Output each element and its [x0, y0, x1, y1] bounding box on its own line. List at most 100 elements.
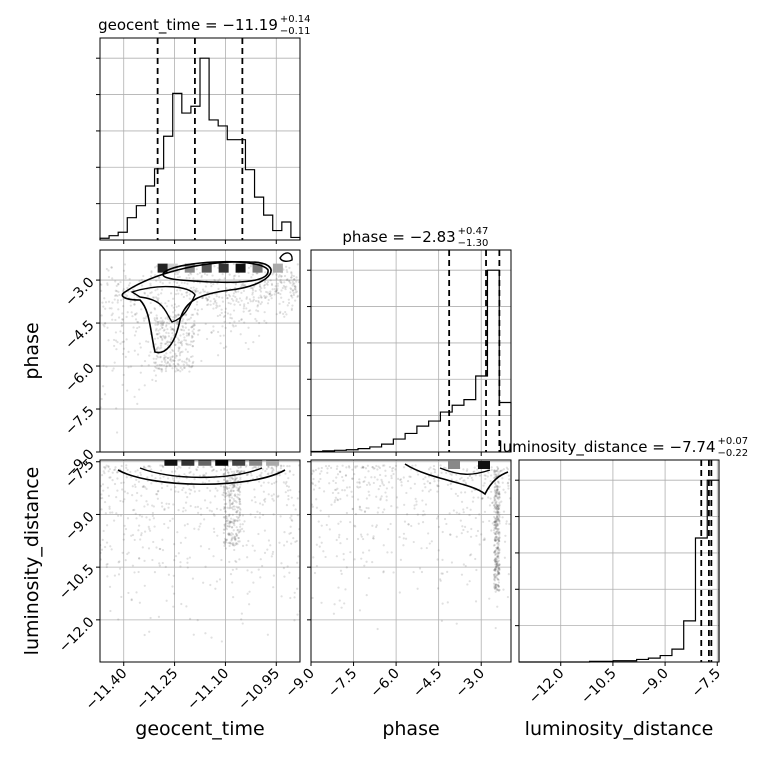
- sample-point: [234, 537, 237, 541]
- sample-point: [497, 585, 501, 588]
- sample-point: [157, 276, 160, 279]
- sample-point: [173, 303, 177, 306]
- sample-point: [107, 470, 110, 473]
- sample-point: [250, 276, 253, 279]
- sample-point: [494, 536, 497, 539]
- sample-point: [237, 487, 241, 491]
- sample-point: [280, 275, 283, 278]
- sample-point: [258, 516, 261, 519]
- sample-point: [271, 550, 275, 554]
- sample-point: [232, 262, 235, 266]
- sample-point: [295, 539, 298, 543]
- sample-point: [148, 464, 151, 468]
- sample-point: [267, 472, 270, 475]
- sample-point: [293, 288, 296, 291]
- sample-point: [494, 519, 497, 523]
- sample-point: [199, 545, 203, 548]
- sample-point: [197, 329, 200, 332]
- sample-point: [164, 336, 167, 339]
- sample-point: [204, 290, 207, 293]
- sample-point: [171, 327, 174, 330]
- sample-point: [232, 294, 235, 297]
- sample-point: [350, 490, 353, 493]
- sample-point: [495, 537, 498, 540]
- sample-point: [161, 324, 164, 327]
- sample-point: [289, 531, 292, 535]
- sample-point: [153, 337, 157, 340]
- sample-point: [213, 514, 216, 517]
- sample-point: [165, 599, 168, 602]
- sample-point: [338, 599, 341, 602]
- sample-point: [291, 304, 294, 307]
- sample-point: [222, 473, 225, 476]
- sample-point: [427, 475, 431, 478]
- sample-point: [257, 296, 260, 299]
- sample-point: [230, 521, 233, 524]
- sample-point: [426, 480, 429, 483]
- sample-point: [444, 467, 447, 470]
- sample-point: [137, 570, 140, 574]
- sample-point: [224, 526, 227, 529]
- sample-point: [495, 523, 498, 526]
- sample-point: [474, 600, 478, 603]
- sample-point: [185, 605, 188, 608]
- sample-point: [153, 308, 157, 311]
- sample-point: [243, 520, 246, 523]
- sample-point: [496, 529, 500, 532]
- sample-point: [449, 533, 452, 536]
- sample-point: [496, 518, 499, 521]
- sample-point: [497, 549, 500, 552]
- sample-point: [271, 471, 274, 474]
- sample-point: [354, 525, 357, 528]
- sample-point: [100, 397, 103, 401]
- sample-point: [290, 294, 293, 297]
- sample-point: [186, 522, 189, 526]
- sample-point: [134, 512, 137, 515]
- sample-point: [200, 308, 203, 311]
- sample-point: [231, 508, 235, 511]
- sample-point: [180, 293, 183, 296]
- sample-point: [240, 618, 243, 621]
- sample-point: [189, 355, 193, 359]
- sample-point: [494, 521, 497, 524]
- sample-point: [244, 284, 247, 287]
- sample-point: [115, 512, 118, 515]
- sample-point: [374, 525, 378, 529]
- sample-point: [372, 481, 375, 485]
- sample-point: [168, 281, 171, 284]
- sample-point: [263, 529, 267, 532]
- sample-point: [335, 467, 338, 470]
- sample-point: [192, 473, 195, 476]
- sample-point: [195, 303, 199, 306]
- sample-point: [472, 470, 475, 474]
- sample-point: [223, 488, 226, 491]
- sample-point: [389, 522, 392, 526]
- sample-point: [490, 474, 493, 477]
- sample-point: [373, 476, 376, 479]
- sample-point: [154, 296, 158, 299]
- sample-point: [188, 617, 192, 620]
- sample-point: [495, 508, 498, 511]
- sample-point: [237, 537, 240, 540]
- sample-point: [237, 469, 240, 473]
- sample-point: [403, 520, 407, 523]
- sample-point: [137, 480, 141, 483]
- sample-point: [335, 555, 338, 558]
- sample-point: [191, 355, 194, 358]
- sample-point: [202, 473, 205, 476]
- sample-point: [263, 319, 266, 322]
- sample-point: [225, 528, 228, 531]
- sample-point: [187, 343, 190, 346]
- sample-point: [150, 291, 153, 294]
- sample-point: [392, 472, 395, 476]
- sample-point: [200, 276, 203, 279]
- sample-point: [209, 303, 212, 306]
- sample-point: [180, 602, 183, 606]
- sample-point: [344, 588, 347, 591]
- sample-point: [242, 289, 246, 293]
- sample-point: [492, 573, 496, 576]
- sample-point: [227, 532, 230, 535]
- sample-point: [296, 613, 299, 616]
- sample-point: [232, 470, 236, 473]
- sample-point: [264, 470, 267, 473]
